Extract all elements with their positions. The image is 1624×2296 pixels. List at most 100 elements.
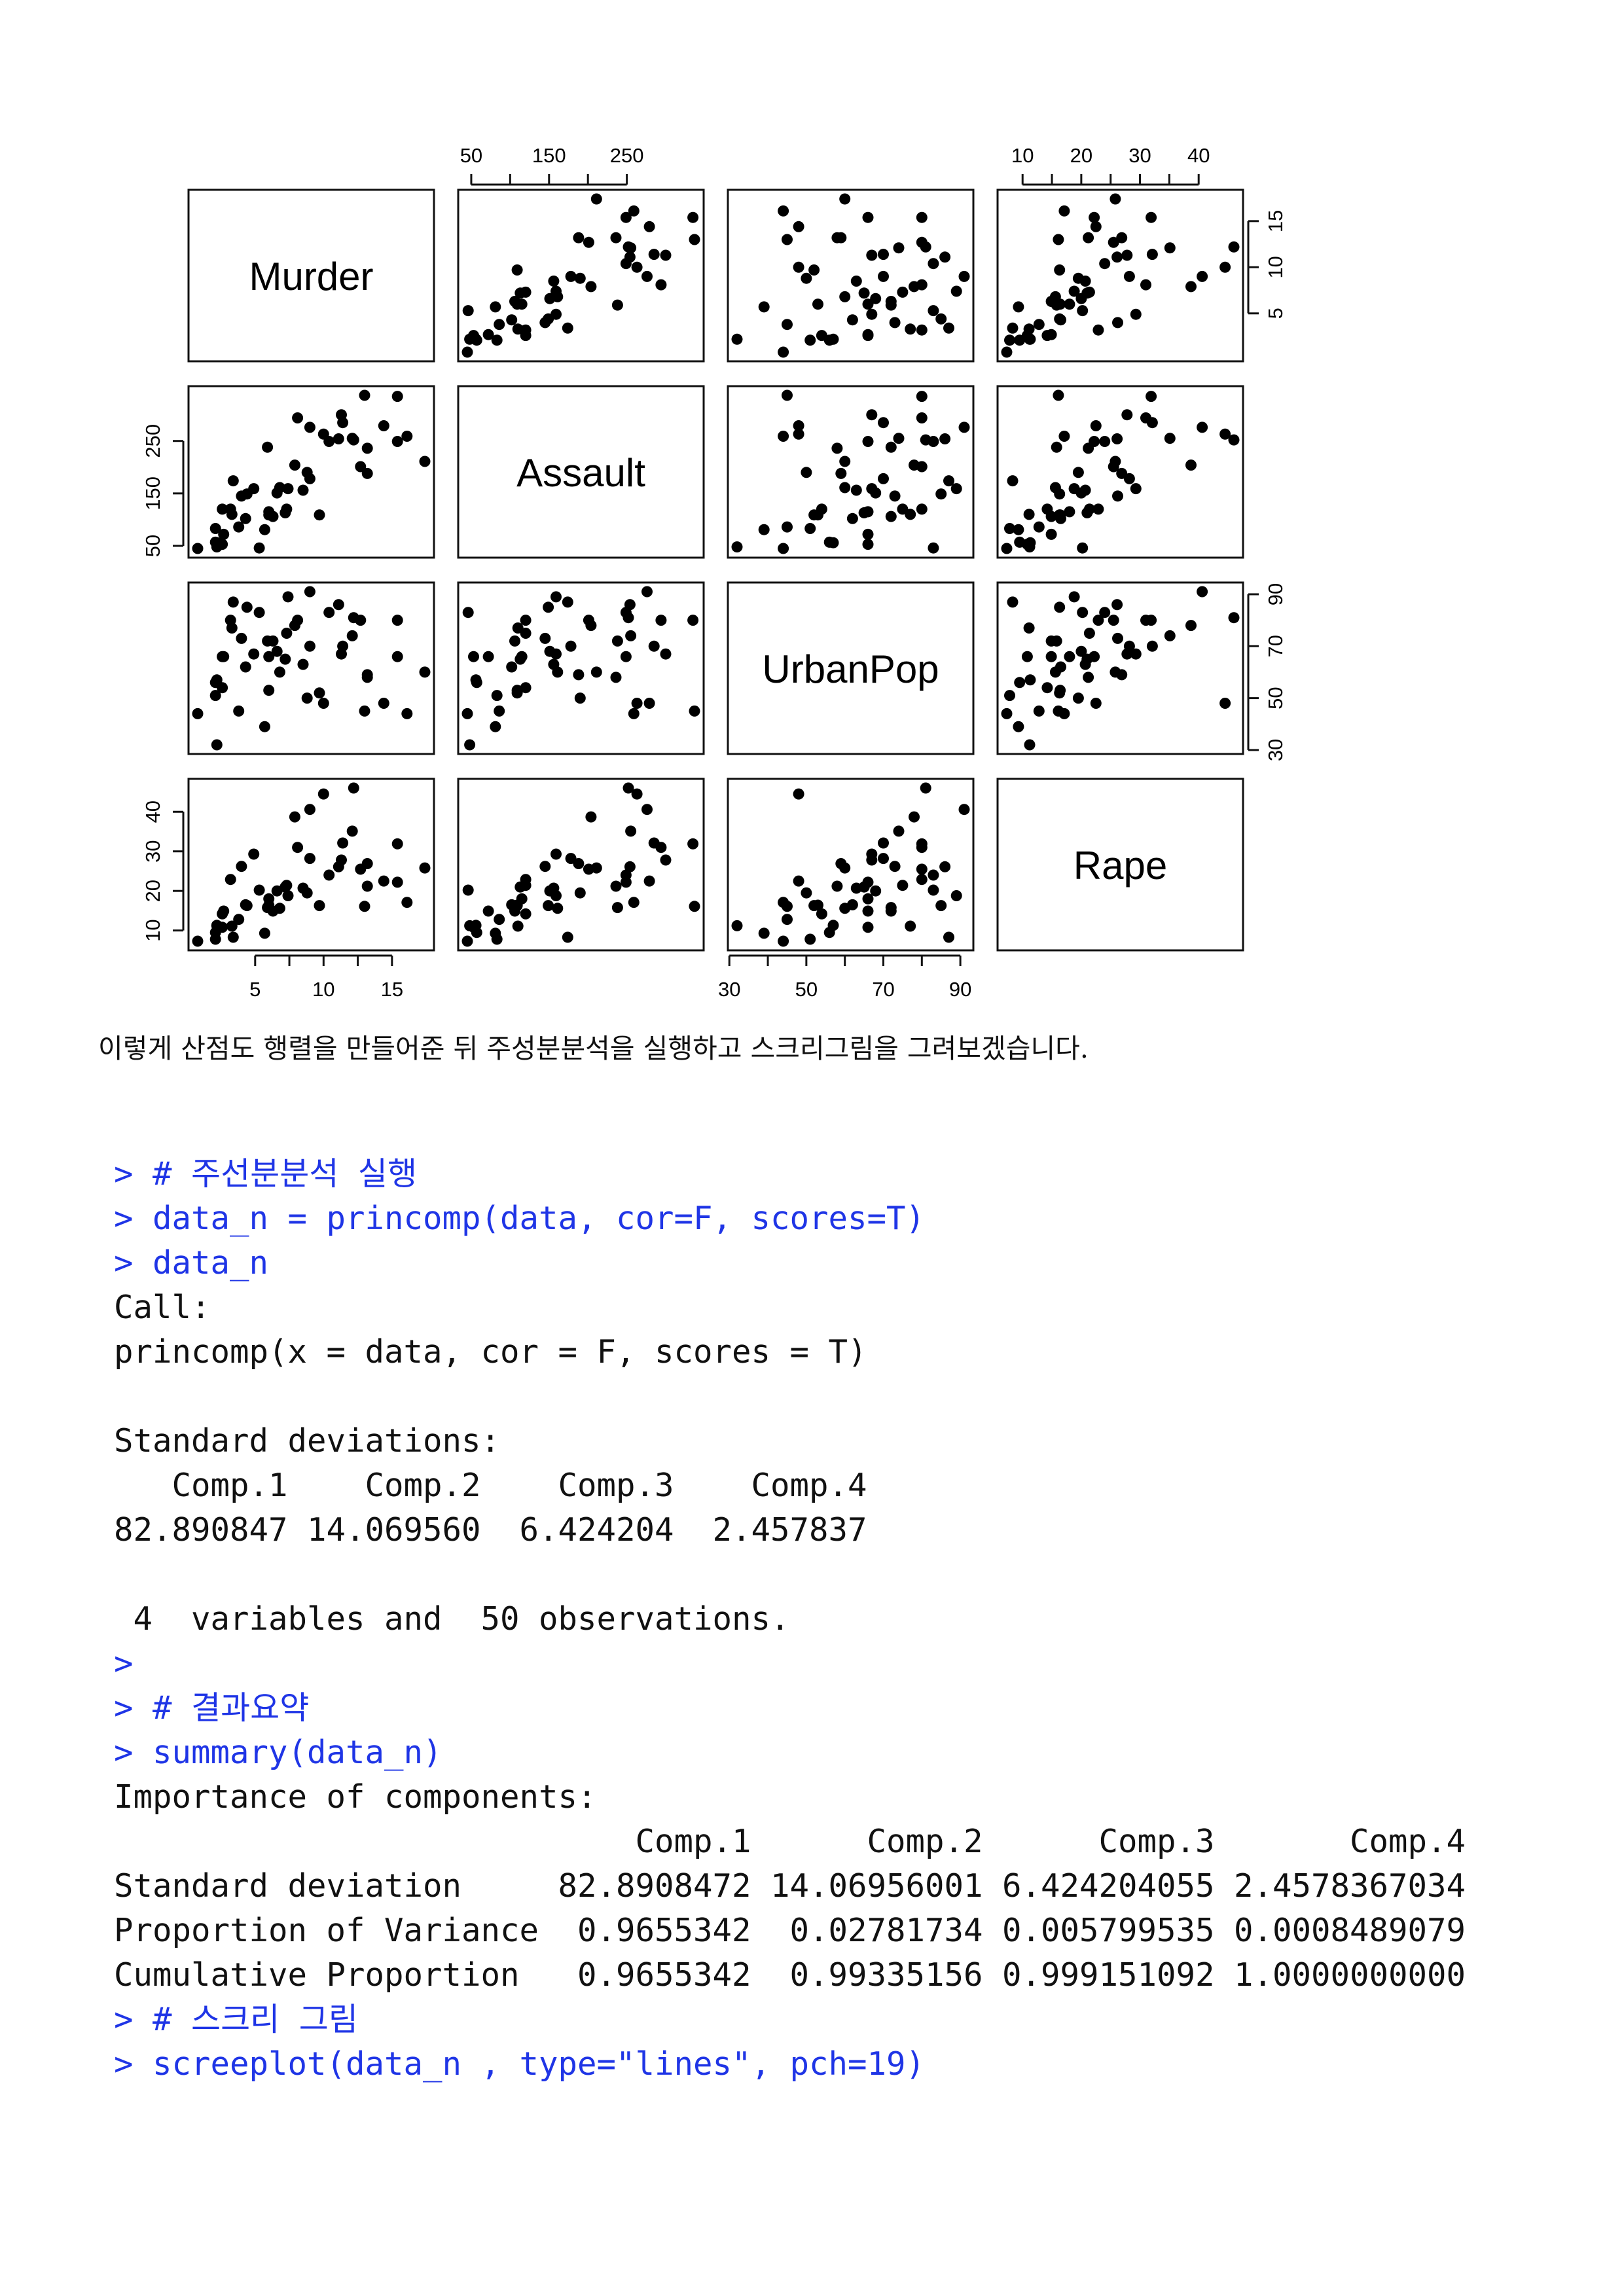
scatter-point [297, 484, 309, 496]
scatter-point [281, 503, 293, 515]
scatter-point [1007, 322, 1019, 334]
scatter-point [304, 422, 316, 433]
scatter-point [1072, 467, 1084, 478]
scatter-point [778, 543, 789, 554]
scatter-point [758, 301, 770, 313]
scatter-point [1041, 682, 1053, 694]
scatter-point [620, 211, 632, 223]
scatter-point [689, 705, 700, 717]
scatter-point [893, 433, 905, 444]
scatter-point [793, 261, 804, 273]
panel-frame [996, 385, 1244, 559]
scatter-point [689, 901, 700, 912]
scatter-point [943, 475, 954, 487]
diagonal-label: Murder [249, 255, 373, 298]
console-output-line: princomp(x = data, cor = F, scores = T) [114, 1333, 867, 1371]
scatter-point [539, 861, 551, 872]
scatter-point [192, 708, 204, 719]
tick-label: 70 [1264, 635, 1287, 657]
scatter-point [355, 863, 367, 875]
scatter-point [1185, 620, 1197, 632]
scatter-point [897, 503, 909, 515]
scatter-point [468, 651, 479, 662]
scatter-point [304, 853, 316, 865]
scatter-point [916, 863, 928, 875]
scatter-point [893, 825, 905, 837]
scatter-point [1099, 436, 1111, 447]
scatter-point [1075, 645, 1087, 657]
scatter-point [782, 521, 793, 533]
scatter-point [1077, 542, 1089, 554]
scatter-point [461, 935, 473, 947]
scatter-point [916, 838, 928, 850]
scatter-point [1089, 651, 1100, 662]
scatter-point [950, 483, 962, 495]
scatter-point [866, 308, 878, 320]
scatter-point [512, 622, 524, 634]
scatter-point [482, 651, 494, 662]
scatter-point [1112, 490, 1123, 502]
scatter-point [943, 322, 954, 334]
scatter-point [281, 628, 293, 639]
scatter-point [1123, 640, 1135, 652]
scatter-point [1004, 334, 1015, 346]
scatter-point [916, 236, 928, 248]
scatter-point [267, 635, 279, 647]
scatter-point [928, 542, 939, 554]
scatter-point [209, 523, 221, 534]
scatter-point [1146, 615, 1157, 626]
scatter-point [839, 482, 851, 493]
scatter-point [355, 461, 367, 473]
scatter-point [862, 211, 874, 223]
scatter-point [878, 837, 889, 849]
scatter-point [660, 249, 672, 261]
scatter-point [494, 914, 505, 925]
scatter-point [552, 903, 564, 914]
scatter-point [920, 434, 931, 446]
scatter-point [333, 433, 344, 444]
scatter-point [262, 441, 274, 453]
scatter-point [259, 927, 270, 939]
scatter-point [361, 467, 373, 479]
scatter-point [1055, 314, 1066, 326]
tick-label: 20 [141, 880, 164, 902]
scatter-point [562, 931, 573, 943]
scatter-point [1007, 596, 1019, 608]
scatter-point [866, 483, 878, 495]
scatter-point [1001, 346, 1013, 358]
scatter-point [1083, 286, 1095, 298]
scatter-point [889, 317, 901, 329]
console-input-line: > summary(data_n) [114, 1734, 442, 1771]
scatter-point [909, 281, 920, 293]
panel-frame [187, 385, 435, 559]
scatter-point [1053, 705, 1064, 717]
scatter-point [1146, 391, 1157, 403]
tick-label: 250 [141, 424, 164, 458]
scatter-point [643, 875, 655, 887]
scatter-point [585, 811, 597, 823]
scatter-point [573, 232, 585, 243]
scatter-point [611, 635, 623, 647]
scatter-point [248, 483, 260, 495]
scatter-point [839, 193, 851, 205]
scatter-point [1083, 628, 1095, 639]
scatter-point [1090, 698, 1102, 709]
scatter-point [1108, 615, 1119, 626]
scatter-point [648, 837, 660, 849]
panel-frame [727, 778, 975, 952]
scatter-point [893, 242, 905, 254]
tick-label: 90 [1264, 583, 1287, 605]
scatter-point [227, 596, 239, 608]
tick-label: 250 [610, 144, 644, 167]
caption-text: 이렇게 산점도 행렬을 만들어준 뒤 주성분분석을 실행하고 스크리그림을 그려… [98, 1033, 1089, 1064]
scatter-point [233, 521, 245, 533]
scatter-point [866, 249, 878, 261]
scatter-point [660, 648, 672, 660]
scatter-point [835, 232, 847, 243]
scatter-point [866, 409, 878, 421]
scatter-point [253, 607, 265, 619]
scatter-point [209, 690, 221, 702]
console-output-line: 82.890847 14.069560 6.424204 2.457837 [114, 1511, 867, 1549]
scatter-point [1112, 317, 1123, 329]
scatter-point [958, 804, 970, 816]
